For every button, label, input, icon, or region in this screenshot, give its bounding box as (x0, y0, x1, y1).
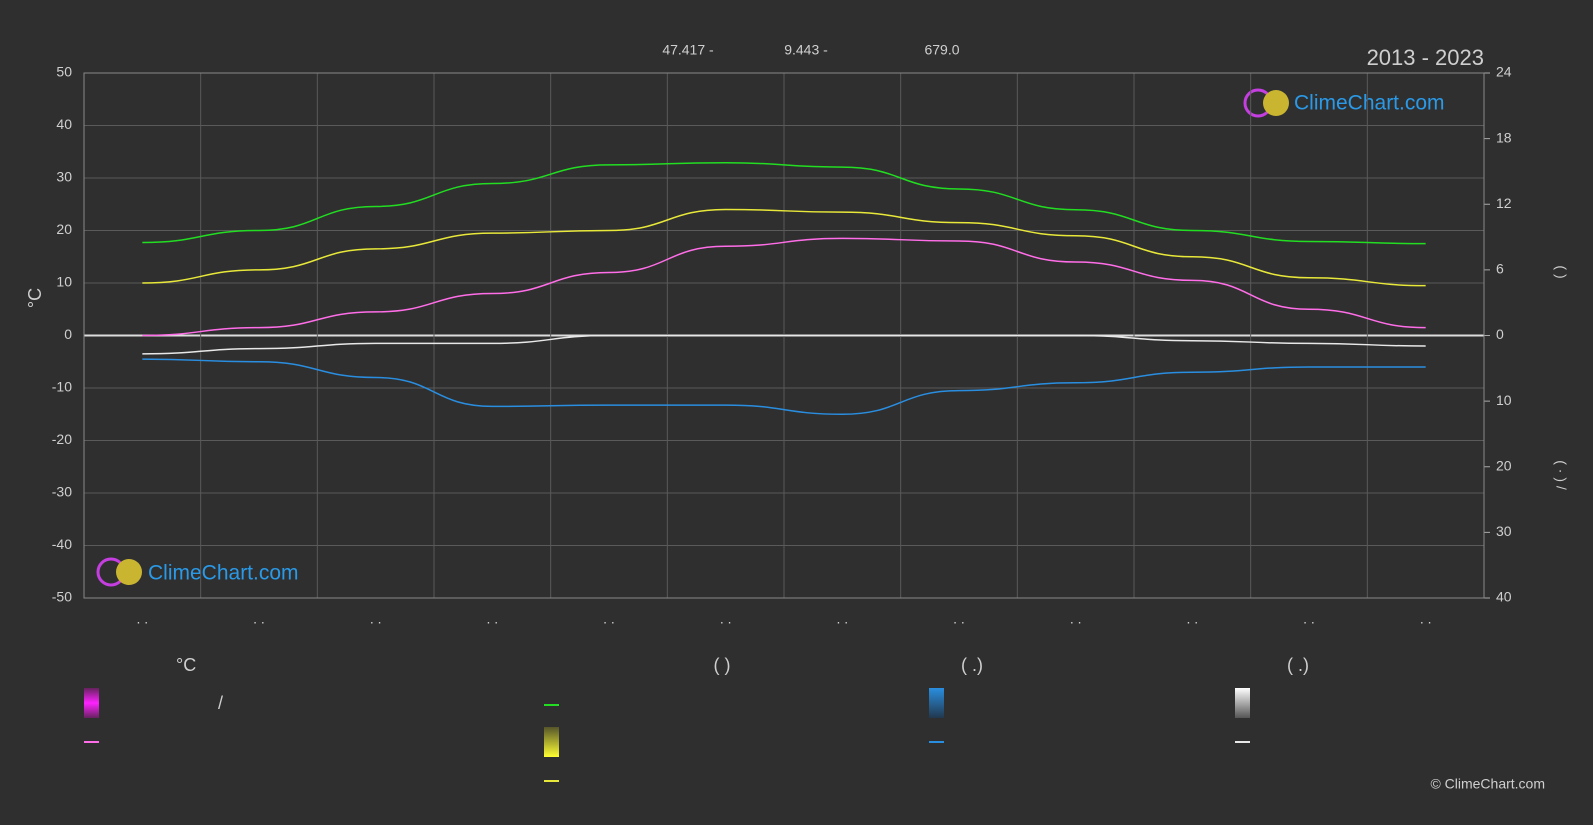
y2-tick-label: 6 (1496, 261, 1504, 277)
logo-sun (1263, 90, 1289, 116)
y2-tick-label: 0 (1496, 326, 1504, 342)
x-tick-label: . . (836, 611, 848, 627)
x-tick-label: . . (1303, 611, 1315, 627)
x-tick-label: . . (603, 611, 615, 627)
series-line (142, 358, 1426, 416)
logo-text: ClimeChart.com (148, 562, 299, 585)
series-line (142, 237, 1426, 337)
y-tick-label: 50 (56, 64, 72, 80)
y-tick-label: 10 (56, 274, 72, 290)
x-tick-label: . . (953, 611, 965, 627)
y-tick-label: -50 (52, 589, 72, 605)
y-tick-label: -40 (52, 536, 72, 552)
logo-top: ClimeChart.com (1243, 88, 1445, 118)
series-line (142, 208, 1426, 287)
x-tick-label: . . (1186, 611, 1198, 627)
legend-swatch (929, 688, 944, 718)
legend-swatch (84, 688, 99, 718)
legend-header: ( ) (714, 655, 731, 675)
x-tick-label: . . (1070, 611, 1082, 627)
x-tick-label: . . (253, 611, 265, 627)
info-elevation: 679.0 (924, 42, 959, 58)
y-axis-label: °C (25, 288, 45, 308)
legend-separator: / (218, 693, 223, 713)
plot-area (84, 72, 1484, 599)
y-tick-label: 40 (56, 116, 72, 132)
logo-sun (116, 559, 142, 585)
logo-bottom: ClimeChart.com (96, 557, 299, 587)
series-line (142, 161, 1426, 245)
plot-border (83, 72, 1485, 599)
y2-tick-label: 18 (1496, 129, 1512, 145)
chart-title: 2013 - 2023 (1367, 45, 1484, 70)
y-tick-label: -30 (52, 484, 72, 500)
legend-header: ( .) (961, 655, 983, 675)
y2-tick-label: 24 (1496, 64, 1512, 80)
y-tick-label: -20 (52, 431, 72, 447)
copyright: © ClimeChart.com (1430, 776, 1545, 792)
y3-axis-label: ( · ) / (1553, 460, 1569, 490)
y-tick-label: 20 (56, 221, 72, 237)
y2-tick-label: 10 (1496, 392, 1512, 408)
y2-tick-label: 30 (1496, 523, 1512, 539)
legend-header: ( .) (1287, 655, 1309, 675)
y-tick-label: 0 (64, 326, 72, 342)
y-tick-label: -10 (52, 379, 72, 395)
x-tick-label: . . (136, 611, 148, 627)
logo-text: ClimeChart.com (1294, 92, 1445, 115)
y2-axis-label: ( ) (1553, 265, 1569, 278)
legend-swatch (1235, 688, 1250, 718)
x-tick-label: . . (486, 611, 498, 627)
x-tick-label: . . (1420, 611, 1432, 627)
x-tick-label: . . (370, 611, 382, 627)
info-latitude: 47.417 - (662, 42, 714, 58)
x-tick-label: . . (720, 611, 732, 627)
y2-tick-label: 40 (1496, 589, 1512, 605)
legend-header: °C (176, 655, 196, 675)
y2-tick-label: 12 (1496, 195, 1512, 211)
legend-swatch (544, 727, 559, 757)
series-line (142, 334, 1426, 355)
info-longitude: 9.443 - (784, 42, 828, 58)
y-tick-label: 30 (56, 169, 72, 185)
y2-tick-label: 20 (1496, 457, 1512, 473)
